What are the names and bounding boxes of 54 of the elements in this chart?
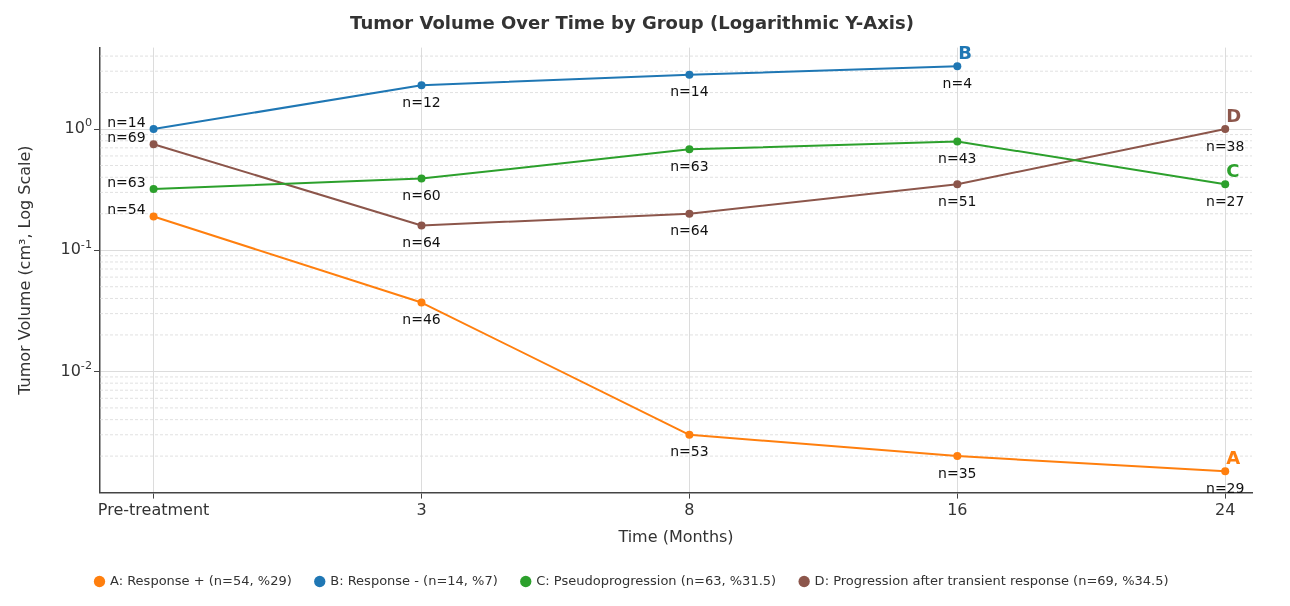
- point: [149, 140, 158, 149]
- annotation: n=69: [107, 128, 146, 145]
- x-tick-label: 3: [416, 500, 427, 520]
- point: [417, 174, 426, 183]
- point: [149, 125, 158, 134]
- annotation: n=64: [670, 222, 709, 239]
- legend-label: B: Response - (n=14, %7): [330, 572, 498, 588]
- point: [1221, 180, 1230, 189]
- point: [417, 298, 426, 307]
- annotation: C: [1226, 159, 1240, 181]
- point: [149, 185, 158, 194]
- point: [953, 180, 962, 189]
- y-axis-title: Tumor Volume (cm³, Log Scale): [14, 145, 34, 396]
- point: [685, 430, 694, 439]
- annotation: n=38: [1206, 137, 1245, 154]
- annotation: n=51: [938, 192, 977, 209]
- annotation: n=4: [942, 74, 973, 91]
- legend-label: A: Response + (n=54, %29): [110, 572, 292, 588]
- point: [1221, 467, 1230, 476]
- point: [417, 221, 426, 230]
- annotation: n=46: [402, 311, 441, 328]
- annotation: n=60: [402, 187, 441, 204]
- annotation: n=54: [107, 201, 146, 218]
- point: [953, 62, 962, 71]
- annotation: n=43: [938, 150, 977, 167]
- point: [953, 452, 962, 461]
- annotation: B: [958, 41, 973, 63]
- annotation: n=64: [402, 234, 441, 251]
- annotation: n=29: [1206, 479, 1245, 496]
- x-tick-label: 24: [1215, 500, 1236, 520]
- point: [685, 70, 694, 79]
- point: [685, 145, 694, 154]
- annotation: n=12: [402, 93, 441, 110]
- point: [149, 212, 158, 221]
- annotation: n=14: [107, 113, 146, 130]
- legend-label: C: Pseudoprogression (n=63, %31.5): [536, 572, 777, 588]
- annotation: n=27: [1206, 192, 1245, 209]
- x-tick-label: 16: [947, 500, 968, 520]
- annotation: A: [1226, 446, 1241, 468]
- point: [417, 81, 426, 90]
- annotation: n=63: [670, 157, 709, 174]
- annotation: n=53: [670, 443, 709, 460]
- annotation: D: [1226, 104, 1242, 126]
- annotation: n=63: [107, 173, 146, 190]
- chart-title: Tumor Volume Over Time by Group (Logarithmic Y-Axis): [350, 12, 914, 34]
- x-axis-title: Time (Months): [617, 526, 734, 546]
- annotation: n=35: [938, 464, 977, 481]
- point: [685, 209, 694, 218]
- point: [953, 137, 962, 146]
- x-tick-label: Pre-treatment: [97, 500, 210, 520]
- annotation: n=14: [670, 83, 709, 100]
- legend-label: D: Progression after transient response (n=69, %34.5): [814, 572, 1169, 588]
- x-tick-label: 8: [684, 500, 695, 520]
- point: [1221, 125, 1230, 134]
